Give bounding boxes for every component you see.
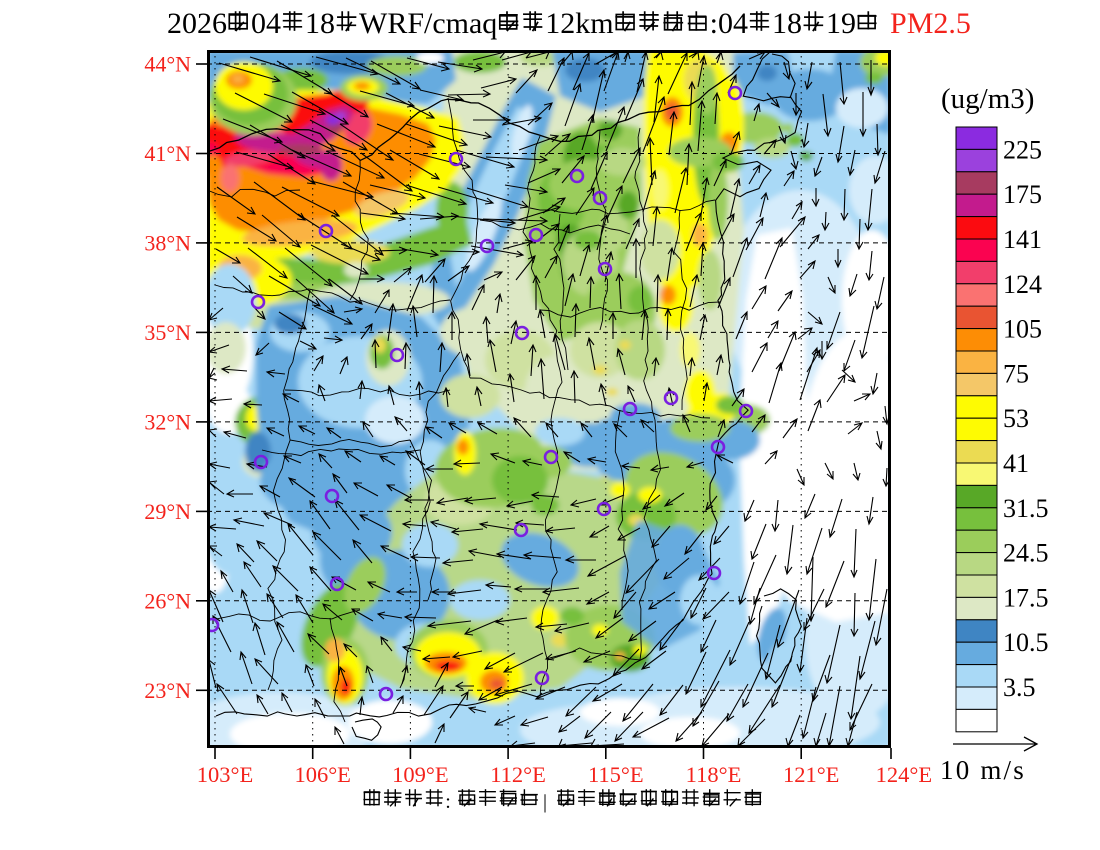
svg-text:75: 75 (1003, 359, 1029, 388)
svg-text::: : (445, 791, 451, 813)
svg-text:109°E: 109°E (392, 762, 449, 787)
svg-text::: : (710, 7, 718, 40)
svg-text:19: 19 (826, 7, 856, 40)
svg-text:118°E: 118°E (686, 762, 742, 787)
svg-text:106°E: 106°E (294, 762, 351, 787)
svg-text:32°N: 32°N (144, 409, 191, 434)
svg-text:10.5: 10.5 (1003, 628, 1049, 657)
svg-text:41°N: 41°N (144, 141, 191, 166)
svg-text:26°N: 26°N (144, 588, 191, 613)
svg-text:12km: 12km (545, 7, 613, 40)
svg-text:17.5: 17.5 (1003, 583, 1049, 612)
svg-text:225: 225 (1003, 135, 1042, 164)
svg-text:PM2.5: PM2.5 (890, 7, 971, 40)
svg-text:(ug/m3): (ug/m3) (941, 83, 1034, 115)
svg-text:18: 18 (772, 7, 802, 40)
svg-text:44°N: 44°N (144, 52, 191, 77)
svg-text:18: 18 (305, 7, 335, 40)
svg-text:2026: 2026 (167, 7, 227, 40)
svg-text:105: 105 (1003, 315, 1042, 344)
svg-text:121°E: 121°E (783, 762, 840, 787)
svg-text:3.5: 3.5 (1003, 673, 1036, 702)
svg-text:24.5: 24.5 (1003, 539, 1049, 568)
svg-text:41: 41 (1003, 449, 1029, 478)
svg-text:29°N: 29°N (144, 499, 191, 524)
svg-text:04: 04 (718, 7, 748, 40)
svg-text:23°N: 23°N (144, 678, 191, 703)
svg-text:115°E: 115°E (588, 762, 644, 787)
svg-text:103°E: 103°E (197, 762, 254, 787)
svg-text:53: 53 (1003, 404, 1029, 433)
svg-text:141: 141 (1003, 225, 1042, 254)
svg-text:38°N: 38°N (144, 230, 191, 255)
svg-text:175: 175 (1003, 180, 1042, 209)
svg-text:112°E: 112°E (490, 762, 546, 787)
svg-text:31.5: 31.5 (1003, 494, 1049, 523)
svg-text:WRF/cmaq: WRF/cmaq (359, 7, 497, 40)
svg-text:124°E: 124°E (876, 762, 933, 787)
svg-text:124: 124 (1003, 270, 1042, 299)
svg-text:|: | (543, 791, 547, 813)
svg-text:10 m/s: 10 m/s (940, 755, 1026, 785)
svg-text:35°N: 35°N (144, 320, 191, 345)
svg-text:04: 04 (251, 7, 281, 40)
